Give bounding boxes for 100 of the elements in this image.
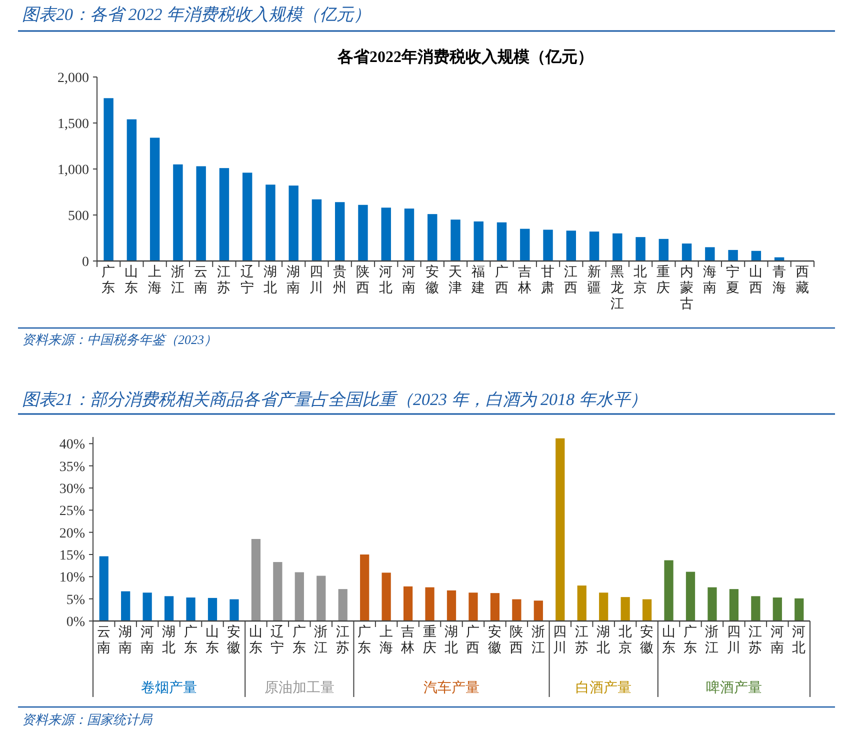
x-tick-label: 西藏 xyxy=(795,264,810,295)
bar xyxy=(173,164,183,261)
bar xyxy=(382,572,391,621)
bar xyxy=(242,172,252,261)
x-tick-label: 四川 xyxy=(726,624,741,655)
x-tick-label: 福建 xyxy=(470,264,486,295)
x-tick-label: 吉林 xyxy=(516,264,532,295)
x-tick-label: 上海 xyxy=(379,624,394,655)
bar xyxy=(251,538,261,621)
y-tick-label: 35% xyxy=(59,460,86,475)
x-tick-label: 北京 xyxy=(618,624,632,655)
bar xyxy=(577,586,586,621)
x-tick-label: 河北 xyxy=(379,264,394,295)
bar xyxy=(164,596,174,621)
x-tick-label: 山东 xyxy=(662,624,676,655)
x-tick-label: 浙江 xyxy=(170,264,185,295)
bar xyxy=(312,199,322,261)
bar xyxy=(490,593,500,621)
chart-subtitle: 各省2022年消费税收入规模（亿元） xyxy=(336,48,594,66)
x-tick-label: 四川 xyxy=(553,624,568,655)
x-tick-label: 贵州 xyxy=(332,264,347,295)
bar xyxy=(403,586,413,621)
x-tick-label: 海南 xyxy=(702,264,717,295)
bar xyxy=(682,244,692,261)
bar xyxy=(335,202,345,261)
x-tick-label: 宁夏 xyxy=(726,264,740,295)
bar xyxy=(794,598,804,621)
x-tick-label: 吉林 xyxy=(400,624,416,655)
y-tick-label: 20% xyxy=(59,526,86,542)
x-tick-label: 江苏 xyxy=(217,264,232,295)
bar xyxy=(520,228,530,261)
x-tick-label: 广东 xyxy=(292,624,306,655)
bar xyxy=(728,250,738,261)
bar xyxy=(150,138,160,261)
bar xyxy=(705,247,715,261)
y-tick-label: 10% xyxy=(59,570,86,586)
text: 资料来源：国家统计局 xyxy=(22,712,153,727)
bar xyxy=(612,233,622,261)
bar xyxy=(126,119,137,261)
bar xyxy=(316,576,326,621)
x-tick-label: 山西 xyxy=(749,264,764,295)
bar xyxy=(751,250,762,261)
x-tick-label: 河北 xyxy=(792,624,806,655)
text: 资料来源：中国税务年鉴（2023） xyxy=(22,332,217,347)
x-tick-label: 浙江 xyxy=(531,624,546,655)
bar xyxy=(338,589,348,621)
y-tick-label: 15% xyxy=(59,548,86,564)
x-tick-label: 辽宁 xyxy=(270,624,285,655)
y-tick-label: 25% xyxy=(59,504,86,520)
y-tick-label: 2,000 xyxy=(58,71,89,86)
bar xyxy=(566,230,576,261)
bar xyxy=(474,221,484,261)
x-tick-label: 广东 xyxy=(102,264,116,295)
bar xyxy=(658,238,669,261)
bar xyxy=(121,591,130,621)
x-tick-label: 江苏 xyxy=(336,624,350,655)
bar xyxy=(468,592,478,621)
text: 啤酒产量 xyxy=(706,680,762,696)
bar xyxy=(208,598,218,621)
bar xyxy=(599,592,608,621)
bar xyxy=(751,596,760,621)
bar xyxy=(381,208,391,261)
bar xyxy=(664,560,674,621)
bar xyxy=(428,214,438,261)
bar xyxy=(288,186,298,261)
x-tick-label: 黑龙江 xyxy=(610,264,624,311)
x-tick-label: 甘肃 xyxy=(541,264,556,295)
bar xyxy=(358,204,368,261)
bar xyxy=(772,598,782,621)
bar xyxy=(294,572,304,621)
x-tick-label: 山东 xyxy=(248,624,263,655)
x-tick-label: 广东 xyxy=(684,624,698,655)
x-tick-label: 山东 xyxy=(124,264,139,295)
x-tick-label: 浙江 xyxy=(314,624,328,655)
text: 汽车产量 xyxy=(424,680,480,696)
bar xyxy=(729,589,739,621)
chart-title: 图表21：部分消费税相关商品各省产量占全国比重（2023 年，白酒为 2018 年水平） xyxy=(22,390,647,409)
y-tick-label: 30% xyxy=(59,482,86,497)
bar xyxy=(534,600,543,621)
bar xyxy=(273,562,282,621)
x-tick-label: 重庆 xyxy=(422,624,437,655)
x-tick-label: 河南 xyxy=(402,264,416,295)
bar xyxy=(219,168,230,261)
bar xyxy=(708,587,717,621)
x-tick-label: 青海 xyxy=(772,264,786,295)
x-tick-label: 湖北 xyxy=(263,264,278,295)
x-tick-label: 云南 xyxy=(96,624,111,655)
text: 卷烟产量 xyxy=(141,680,198,696)
x-tick-label: 广西 xyxy=(466,624,480,655)
x-tick-label: 湖北 xyxy=(162,624,176,655)
y-tick-label: 40% xyxy=(59,438,86,453)
bar xyxy=(642,599,652,621)
x-tick-label: 安徽 xyxy=(425,264,440,295)
x-tick-label: 陕西 xyxy=(356,264,370,295)
x-tick-label: 安徽 xyxy=(488,624,502,655)
x-tick-label: 四川 xyxy=(310,264,324,295)
chart-title: 图表20：各省 2022 年消费税收入规模（亿元） xyxy=(22,5,370,24)
x-tick-label: 江苏 xyxy=(748,624,763,655)
bar xyxy=(636,237,646,261)
x-tick-label: 河南 xyxy=(140,624,154,655)
